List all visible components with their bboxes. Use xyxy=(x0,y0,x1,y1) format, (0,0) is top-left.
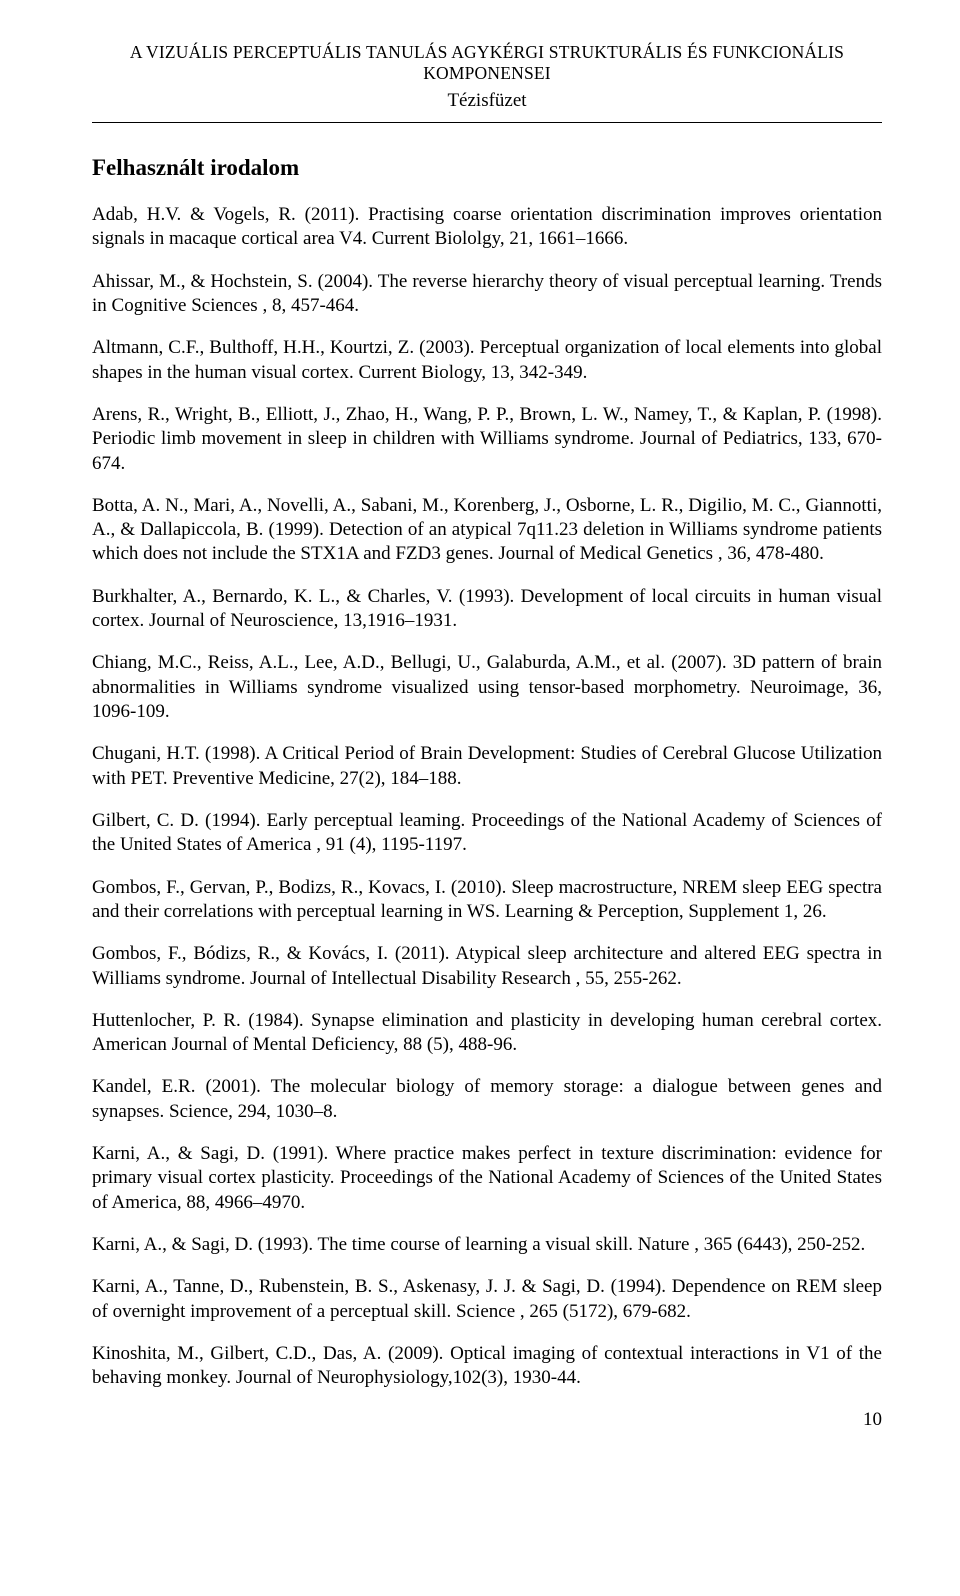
reference-entry: Botta, A. N., Mari, A., Novelli, A., Sab… xyxy=(92,494,882,567)
reference-entry: Karni, A., & Sagi, D. (1991). Where prac… xyxy=(92,1142,882,1215)
header-rule xyxy=(92,122,882,123)
reference-entry: Gombos, F., Bódizs, R., & Kovács, I. (20… xyxy=(92,942,882,991)
running-head-subtitle: Tézisfüzet xyxy=(92,90,882,112)
reference-entry: Altmann, C.F., Bulthoff, H.H., Kourtzi, … xyxy=(92,336,882,385)
reference-entry: Kinoshita, M., Gilbert, C.D., Das, A. (2… xyxy=(92,1342,882,1391)
reference-entry: Karni, A., & Sagi, D. (1993). The time c… xyxy=(92,1233,882,1257)
reference-entry: Huttenlocher, P. R. (1984). Synapse elim… xyxy=(92,1009,882,1058)
reference-entry: Kandel, E.R. (2001). The molecular biolo… xyxy=(92,1075,882,1124)
reference-entry: Karni, A., Tanne, D., Rubenstein, B. S.,… xyxy=(92,1275,882,1324)
reference-entry: Gombos, F., Gervan, P., Bodizs, R., Kova… xyxy=(92,876,882,925)
page-number: 10 xyxy=(92,1409,882,1431)
reference-entry: Adab, H.V. & Vogels, R. (2011). Practisi… xyxy=(92,203,882,252)
reference-entry: Chiang, M.C., Reiss, A.L., Lee, A.D., Be… xyxy=(92,651,882,724)
reference-entry: Burkhalter, A., Bernardo, K. L., & Charl… xyxy=(92,585,882,634)
reference-entry: Ahissar, M., & Hochstein, S. (2004). The… xyxy=(92,270,882,319)
running-head-title: A VIZUÁLIS PERCEPTUÁLIS TANULÁS AGYKÉRGI… xyxy=(92,42,882,84)
section-title: Felhasznált irodalom xyxy=(92,155,882,181)
reference-entry: Chugani, H.T. (1998). A Critical Period … xyxy=(92,742,882,791)
reference-entry: Arens, R., Wright, B., Elliott, J., Zhao… xyxy=(92,403,882,476)
reference-entry: Gilbert, C. D. (1994). Early perceptual … xyxy=(92,809,882,858)
